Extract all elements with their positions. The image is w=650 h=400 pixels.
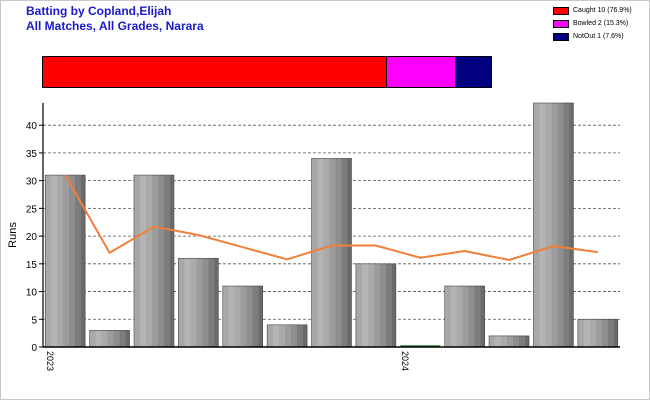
legend-item-caught: Caught 10 (76.9%) — [553, 5, 632, 16]
bar — [533, 102, 574, 348]
y-tick-label: 20 — [26, 232, 38, 243]
bar — [222, 285, 264, 348]
bar — [311, 158, 352, 348]
x-tick-label: 2024 — [400, 351, 410, 371]
legend-item-bowled: Bowled 2 (15.3%) — [553, 18, 632, 29]
bar — [133, 174, 175, 348]
legend-label-bowled: Bowled 2 (15.3%) — [573, 20, 629, 27]
y-tick-label: 25 — [26, 204, 38, 215]
y-tick-label: 35 — [26, 149, 38, 160]
bar — [44, 174, 86, 348]
ratio-segment-bowled — [385, 57, 456, 87]
dismissal-ratio-bar — [42, 56, 492, 88]
bar — [355, 263, 397, 348]
chart-title: Batting by Copland,Elijah — [26, 4, 172, 18]
y-tick-label: 5 — [31, 315, 37, 326]
legend-item-notout: NotOut 1 (7.6%) — [553, 31, 632, 42]
bar — [266, 324, 308, 348]
bar — [444, 285, 485, 348]
chart-subtitle: All Matches, All Grades, Narara — [26, 19, 204, 33]
legend-swatch-caught — [553, 6, 569, 15]
y-tick-label: 10 — [26, 288, 38, 299]
y-axis-label: Runs — [7, 222, 19, 248]
legend-swatch-notout — [553, 32, 569, 41]
ratio-segment-caught — [43, 57, 386, 87]
x-tick-label: 2023 — [45, 351, 55, 371]
y-tick-label: 30 — [26, 177, 38, 188]
y-tick-label: 40 — [26, 121, 38, 132]
bar — [178, 257, 219, 348]
y-tick-label: 0 — [31, 343, 37, 354]
bar — [577, 318, 619, 348]
legend-label-notout: NotOut 1 (7.6%) — [573, 33, 624, 40]
bar — [488, 335, 530, 348]
legend-swatch-bowled — [553, 19, 569, 28]
legend-label-caught: Caught 10 (76.9%) — [573, 7, 632, 14]
y-tick-label: 15 — [26, 260, 38, 271]
bar — [89, 330, 130, 348]
ratio-segment-notout — [455, 57, 491, 87]
legend: Caught 10 (76.9%) Bowled 2 (15.3%) NotOu… — [553, 5, 632, 44]
series-line — [64, 174, 598, 261]
